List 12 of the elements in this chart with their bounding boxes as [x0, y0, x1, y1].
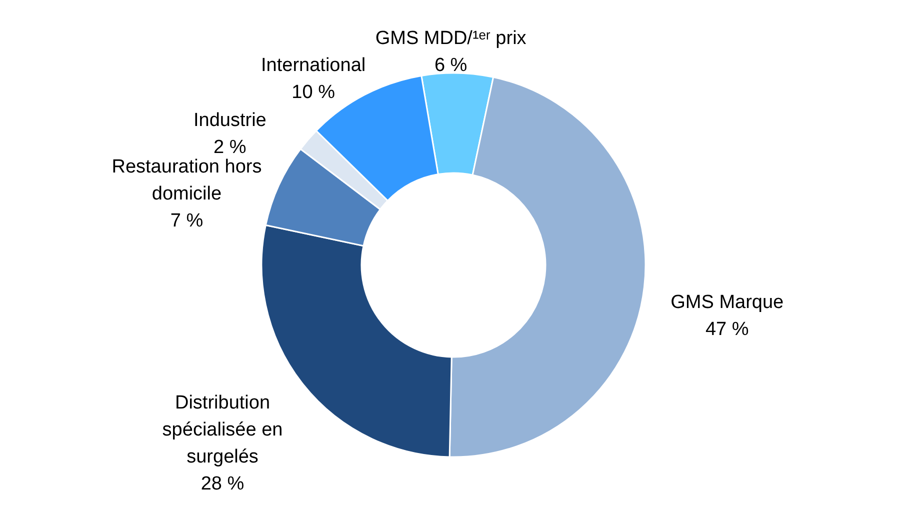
data-label: 6 % — [434, 55, 468, 76]
slice-label: Distribution spécialisée en surgelés — [162, 392, 283, 468]
data-label: 2 % — [214, 137, 246, 158]
slice-label: GMS Marque — [670, 292, 784, 314]
slice-label: GMS MDD/¹ᵉʳ prix — [375, 28, 527, 50]
data-label: 28 % — [200, 473, 244, 494]
slice-label: Industrie — [193, 110, 266, 132]
slice-label: Restauration hors domicile — [112, 156, 262, 204]
slice-label: International — [261, 55, 366, 76]
data-label: 7 % — [170, 210, 204, 232]
data-label: 10 % — [292, 82, 336, 104]
data-label: 47 % — [705, 319, 749, 340]
